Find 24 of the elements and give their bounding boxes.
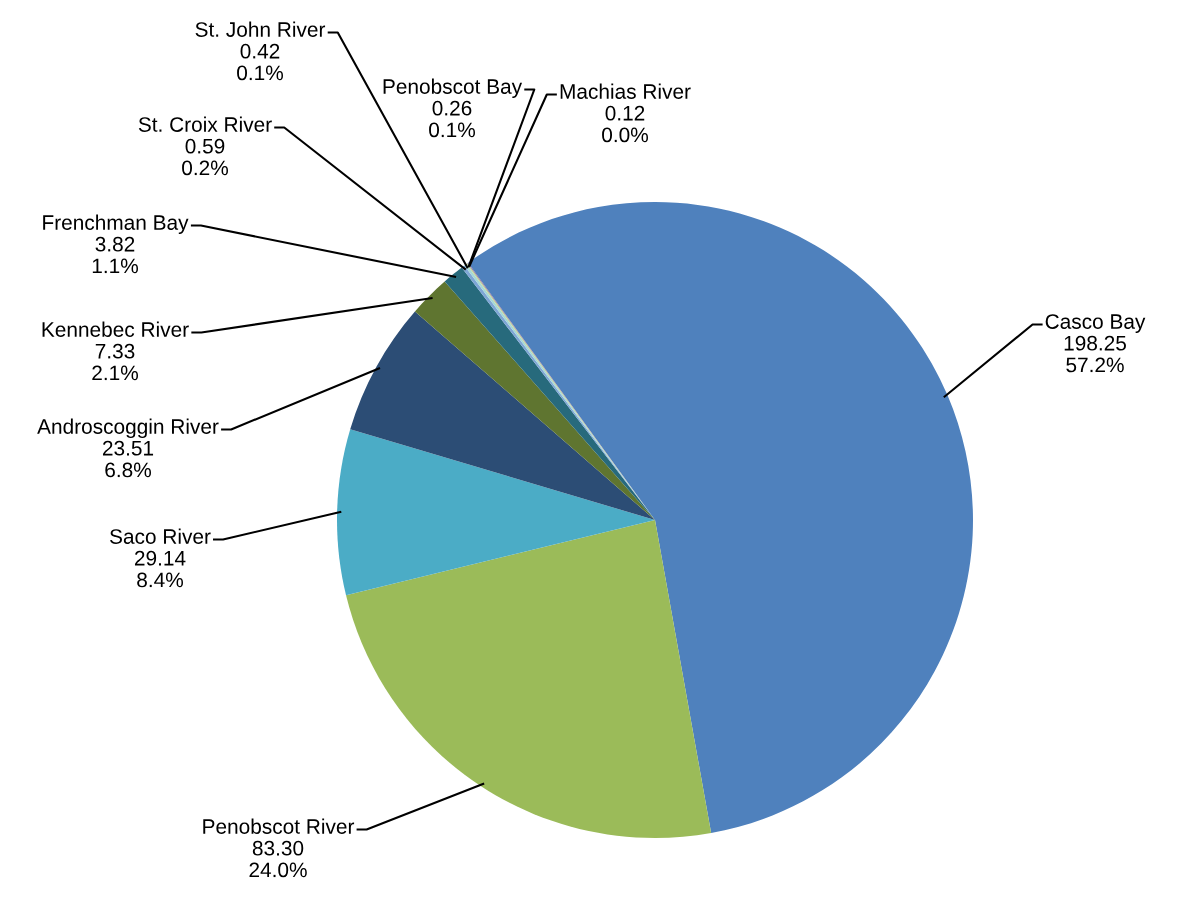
pie-slice [414,281,655,520]
slice-label: Machias River [560,83,691,99]
data-label: 0.26 0.1% [429,100,475,138]
slice-label: Penobscot Bay [383,78,523,99]
data-label: 198.25 57.2% [1064,335,1126,373]
pie-slice [468,202,973,834]
data-label: 7.33 2.1% [92,343,138,381]
slice-label: Saco River [110,528,211,544]
data-label: 0.42 0.1% [237,43,283,81]
slice-label: Penobscot River [203,818,355,834]
slice-label: Casco Bay [1045,314,1146,334]
slice-label: Frenchman Bay [43,214,189,235]
data-label: 83.30 24.0% [249,840,307,878]
data-label: 3.82 1.1% [92,236,138,274]
data-label: 0.12 0.0% [602,105,648,143]
pie-slice [337,429,655,596]
slice-label: St. Croix River [138,116,272,132]
slice-label: Androscoggin River [37,418,219,439]
data-label: 29.14 8.4% [134,550,186,588]
data-label: 0.59 0.2% [182,138,228,176]
data-label: 23.51 6.8% [102,440,154,478]
slice-label: St. John River [195,21,326,37]
slice-label: Kennebec River [42,321,189,337]
pie-slice [350,311,655,520]
